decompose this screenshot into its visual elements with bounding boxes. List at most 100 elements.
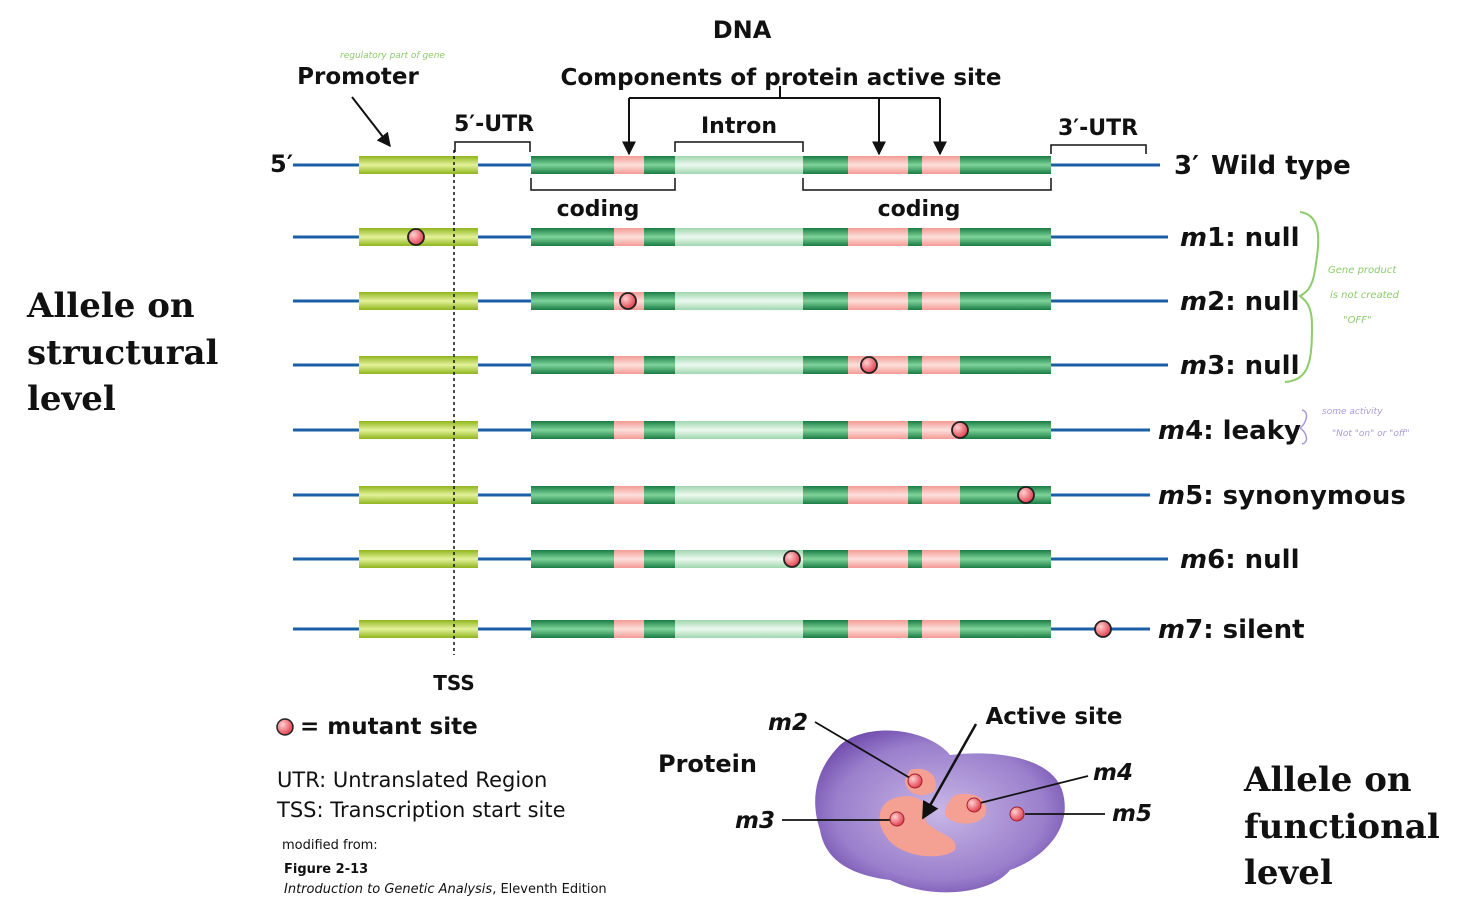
exon-1 — [531, 228, 675, 246]
diagram-title: DNA — [713, 16, 772, 44]
promoter-arrow — [351, 96, 391, 148]
active-site-region — [848, 228, 908, 246]
null-note: Gene product is not created "OFF" — [1328, 265, 1402, 326]
active-site-region — [922, 550, 960, 568]
promoter-region — [359, 292, 478, 310]
mutant-site-icon — [276, 718, 294, 736]
exon-1 — [531, 356, 675, 374]
intron-region — [675, 156, 803, 174]
exon-1 — [531, 292, 675, 310]
protein-m2-site — [907, 773, 923, 789]
mutant-site-icon — [951, 421, 969, 439]
protein-m5-site — [1009, 806, 1025, 822]
exon-1 — [531, 550, 675, 568]
exon-1 — [531, 156, 675, 174]
active-site-shape — [879, 768, 986, 857]
promoter-note: regulatory part of gene — [340, 51, 445, 61]
protein-m2-label: m2 — [768, 710, 808, 736]
active-site-label: Active site — [985, 704, 1122, 730]
active-site-region — [848, 292, 908, 310]
protein-m3-label: m3 — [735, 808, 775, 834]
intron-region — [675, 620, 803, 638]
null-brace — [1284, 211, 1320, 383]
allele-row-m2: m2: null — [293, 287, 1299, 317]
active-site-region — [614, 356, 644, 374]
intron-region — [675, 486, 803, 504]
mutant-site-legend: = mutant site — [300, 714, 478, 740]
right-label: Allele on functional level — [1243, 760, 1452, 893]
coding-bracket-2 — [802, 178, 1052, 191]
allele-row-m6: m6: null — [293, 545, 1299, 575]
intron-region — [675, 421, 803, 439]
promoter-label: Promoter — [297, 64, 419, 90]
mutant-site-icon — [407, 228, 425, 246]
active-site-region — [614, 421, 644, 439]
promoter-region — [359, 356, 478, 374]
figure-ref: Figure 2-13 — [284, 862, 368, 877]
five-prime-label: 5′ — [270, 150, 293, 178]
active-site-region — [848, 486, 908, 504]
leaky-brace — [1298, 409, 1308, 445]
active-site-arrow — [921, 723, 978, 820]
modified-from: modified from: — [282, 838, 378, 853]
intron-bracket — [674, 141, 804, 152]
protein-m5-label: m5 — [1112, 801, 1152, 827]
exon-1 — [531, 486, 675, 504]
allele-row-m1: m1: null — [293, 223, 1299, 253]
mutant-site-icon — [1094, 620, 1112, 638]
intron-region — [675, 550, 803, 568]
utr3-label: 3′-UTR — [1058, 116, 1138, 141]
active-site-region — [614, 620, 644, 638]
active-site-region — [614, 156, 644, 174]
allele-label: m6: null — [1180, 545, 1299, 575]
allele-row-m3: m3: null — [293, 351, 1299, 381]
allele-label: m4: leaky — [1158, 416, 1301, 446]
intron-label: Intron — [701, 114, 777, 139]
allele-label: m7: silent — [1158, 615, 1305, 645]
coding-label-2: coding — [878, 197, 961, 222]
promoter-region — [359, 550, 478, 568]
promoter-region — [359, 421, 478, 439]
protein-m3-site — [889, 811, 905, 827]
active-site-region — [614, 486, 644, 504]
promoter-region — [359, 620, 478, 638]
utr5-label: 5′-UTR — [454, 112, 534, 137]
mutant-site-icon — [1017, 486, 1035, 504]
active-site-region — [848, 356, 908, 374]
active-site-region — [848, 156, 908, 174]
left-label: Allele on structural level — [26, 286, 230, 419]
active-site-region — [848, 550, 908, 568]
leaky-note: some activity "Not "on" or "off" — [1322, 407, 1409, 439]
coding-bracket-1 — [530, 178, 676, 191]
tss-label: TSS — [433, 671, 475, 695]
intron-region — [675, 228, 803, 246]
promoter-region — [359, 156, 478, 174]
active-site-region — [922, 292, 960, 310]
active-site-region — [922, 486, 960, 504]
book-ref: Introduction to Genetic Analysis, Eleven… — [284, 882, 607, 897]
promoter-region — [359, 486, 478, 504]
exon-1 — [531, 421, 675, 439]
active-site-region — [922, 356, 960, 374]
active-site-region — [922, 156, 960, 174]
exon-1 — [531, 620, 675, 638]
utr-legend: UTR: Untranslated Region — [277, 768, 547, 792]
coding-label-1: coding — [557, 197, 640, 222]
protein-m4-site — [966, 797, 982, 813]
utr5-bracket — [454, 141, 531, 152]
protein-m4-label: m4 — [1093, 760, 1133, 786]
m4-leader — [979, 775, 1089, 804]
mutant-site-icon — [783, 550, 801, 568]
allele-row-m4: m4: leaky — [293, 416, 1301, 446]
allele-row-wild-type: 3′ Wild type — [293, 151, 1351, 181]
active-site-region — [848, 421, 908, 439]
allele-label: 3′ Wild type — [1174, 151, 1351, 181]
active-site-region — [922, 421, 960, 439]
mutant-site-icon — [619, 292, 637, 310]
m2-leader — [814, 721, 911, 779]
allele-row-m5: m5: synonymous — [293, 481, 1406, 511]
intron-region — [675, 292, 803, 310]
active-site-region — [848, 620, 908, 638]
allele-label: m3: null — [1180, 351, 1299, 381]
